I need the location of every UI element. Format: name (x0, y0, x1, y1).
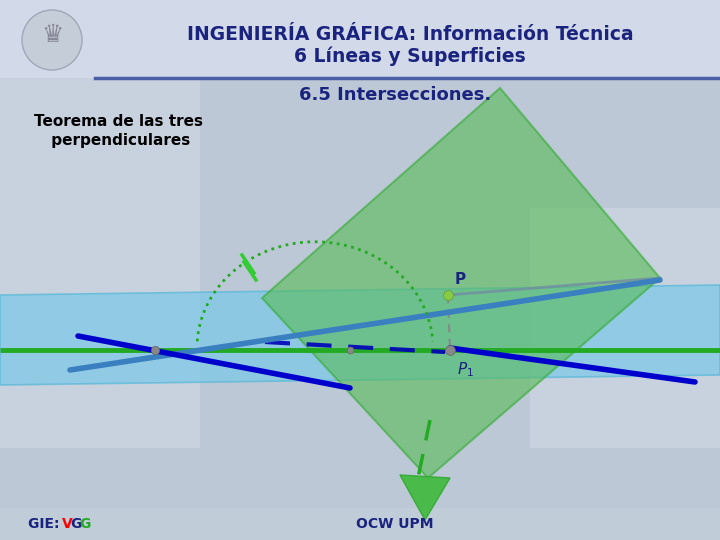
Polygon shape (400, 475, 450, 520)
Text: OCW UPM: OCW UPM (356, 517, 433, 531)
Text: $P_1$: $P_1$ (457, 360, 474, 379)
Text: GIE:: GIE: (28, 517, 64, 531)
Text: 6.5 Intersecciones.: 6.5 Intersecciones. (299, 86, 491, 104)
Text: P: P (455, 272, 466, 287)
FancyBboxPatch shape (0, 78, 720, 540)
Text: INGENIERÍA GRÁFICA: Información Técnica: INGENIERÍA GRÁFICA: Información Técnica (186, 24, 634, 44)
Text: G: G (70, 517, 81, 531)
FancyBboxPatch shape (0, 78, 200, 448)
Polygon shape (0, 285, 720, 385)
Text: 6 Líneas y Superficies: 6 Líneas y Superficies (294, 46, 526, 66)
Text: ♛: ♛ (41, 23, 63, 47)
Polygon shape (262, 88, 660, 478)
Text: Teorema de las tres: Teorema de las tres (34, 114, 202, 130)
Text: G: G (79, 517, 91, 531)
Text: V: V (62, 517, 73, 531)
Text: perpendiculares: perpendiculares (46, 132, 190, 147)
Circle shape (22, 10, 82, 70)
FancyBboxPatch shape (0, 508, 720, 540)
FancyBboxPatch shape (530, 208, 720, 448)
FancyBboxPatch shape (0, 0, 720, 78)
